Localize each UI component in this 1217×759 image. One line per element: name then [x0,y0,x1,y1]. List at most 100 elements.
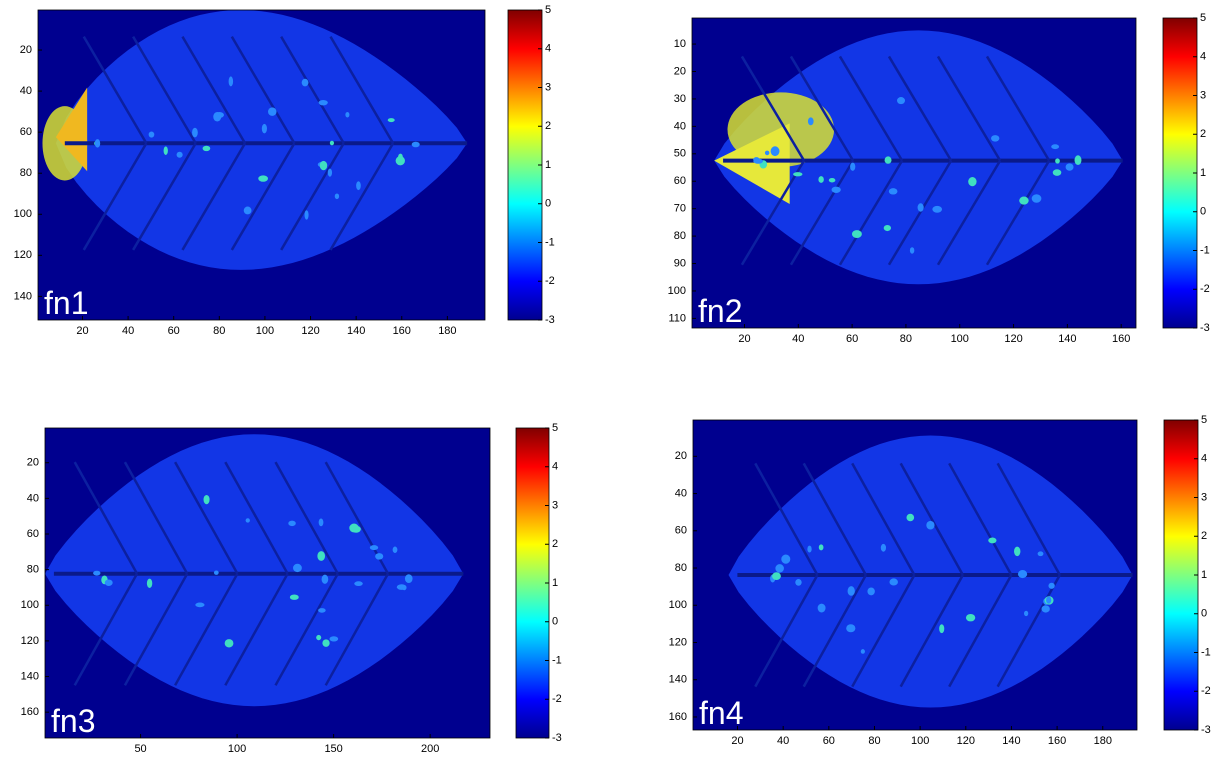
spot [243,206,252,215]
colorbar-tick-label: 0 [545,198,551,210]
spot [93,570,101,576]
colorbar-tick-label: -3 [552,732,562,744]
spot [345,111,350,118]
spot [318,608,326,613]
spot [909,247,915,254]
spot [817,603,826,613]
spot [888,188,898,195]
colorbar-tick-label: 2 [552,538,558,550]
x-tick-label: 60 [846,333,858,345]
spot [224,639,234,648]
spot [772,572,781,580]
vein [132,142,197,251]
spot [334,193,340,200]
spot [968,176,977,187]
vein [280,36,345,144]
spot [258,175,268,182]
vein [838,159,904,266]
spot [851,230,862,238]
vein [899,574,964,688]
image-frame [37,9,486,321]
x-tick-label: 80 [213,325,225,337]
colorbar-tick-label: -1 [1200,244,1210,256]
colorbar-tick-label: -1 [1201,646,1211,658]
x-tick-label: 160 [393,325,411,337]
y-tick-label: 40 [674,120,686,132]
spot [288,520,296,527]
x-tick-label: 140 [1002,735,1020,747]
panel-label: fn4 [699,695,743,731]
y-tick-label: 60 [675,525,687,537]
spot [1019,196,1029,205]
vein [82,36,148,144]
vein [936,159,1002,266]
colorbar-tick-label: -2 [1201,685,1211,697]
x-tick-label: 60 [823,735,835,747]
spot [926,520,935,530]
spot [770,146,780,157]
spot [1052,169,1062,176]
vein [851,462,916,576]
spot [396,584,407,590]
y-tick-label: 160 [21,706,39,718]
spot [889,578,898,586]
colorbar-tick-label: -2 [545,275,555,287]
x-tick-label: 180 [1094,735,1112,747]
x-tick-label: 60 [168,325,180,337]
vein [887,55,953,162]
vein [887,159,953,266]
y-tick-label: 100 [14,208,32,220]
x-tick-label: 120 [1004,333,1022,345]
vein [181,142,247,251]
y-tick-label: 80 [27,564,39,576]
y-tick-label: 40 [675,487,687,499]
y-tick-label: 40 [27,492,39,504]
y-tick-label: 120 [21,635,39,647]
spot [880,543,887,552]
image-frame [691,17,1137,329]
spot [867,587,875,596]
spot [831,186,841,193]
vein [224,461,289,575]
x-tick-label: 100 [228,743,246,754]
vein [996,574,1061,688]
y-tick-label: 140 [669,674,687,686]
image-frame [44,427,491,739]
spot [245,518,250,523]
colorbar-tick-label: -3 [1200,322,1210,334]
spot [318,518,324,527]
y-tick-label: 50 [674,148,686,160]
spot [321,574,329,584]
y-tick-label: 20 [674,65,686,77]
y-tick-label: 120 [669,636,687,648]
spot [94,139,101,148]
x-tick-label: 120 [301,325,319,337]
x-tick-label: 50 [134,743,146,754]
spot [1048,582,1055,589]
y-tick-label: 60 [20,126,32,138]
spot [818,544,824,551]
panel-label: fn2 [698,293,742,329]
colorbar-tick-label: -3 [545,314,555,326]
spot [939,624,945,634]
vein [329,36,395,144]
vein [280,142,345,251]
y-tick-label: 70 [674,203,686,215]
colorbar-tick-label: 1 [1201,569,1207,581]
colorbar-tick-label: 5 [1200,12,1206,24]
spot [318,99,328,106]
spot [775,564,784,573]
y-tick-label: 140 [21,670,39,682]
vein [230,36,296,144]
vein [740,55,806,162]
spot [203,494,210,505]
vein [789,55,855,162]
spot [317,551,326,561]
x-tick-label: 20 [76,325,88,337]
vein [224,573,289,686]
x-tick-label: 120 [957,735,975,747]
vein [181,36,247,144]
spot [932,205,943,213]
